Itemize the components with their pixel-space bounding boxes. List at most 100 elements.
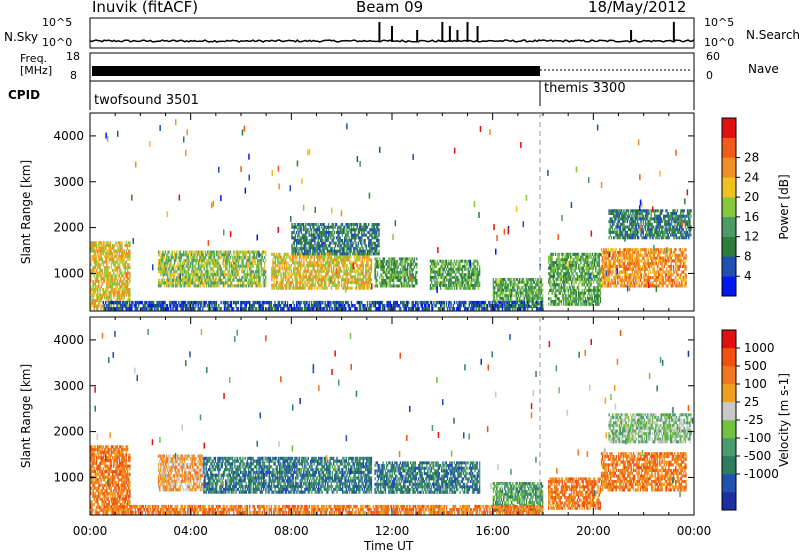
echo-cell	[513, 288, 515, 292]
echo-cell	[106, 285, 108, 289]
echo-cell	[96, 266, 99, 270]
echo-cell	[531, 297, 533, 300]
echo-cell	[107, 279, 109, 283]
echo-cell	[360, 281, 362, 285]
echo-cell	[121, 271, 123, 275]
echo-cell	[355, 283, 358, 287]
echo-cell	[627, 262, 629, 266]
echo-cell	[96, 271, 99, 275]
echo-cell	[628, 267, 630, 271]
echo-cell	[619, 264, 621, 268]
echo-cell	[399, 279, 402, 282]
echo-cell	[430, 262, 433, 266]
echo-cell	[603, 273, 605, 277]
echo-cell	[199, 278, 201, 282]
echo-cell	[90, 285, 92, 289]
echo-cell	[553, 294, 556, 298]
echo-cell	[180, 253, 183, 257]
echo-cell	[631, 214, 633, 218]
echo-cell	[278, 272, 280, 276]
echo-cell	[98, 263, 100, 267]
echo-cell	[677, 284, 679, 288]
echo-cell	[102, 244, 105, 248]
echo-cell	[554, 252, 557, 256]
echo-cell	[124, 274, 126, 278]
echo-cell	[92, 249, 94, 253]
echo-cell	[351, 281, 353, 285]
echo-cell	[353, 269, 355, 273]
echo-cell	[238, 284, 241, 288]
echo-cell	[568, 263, 571, 267]
echo-cell	[298, 272, 301, 276]
echo-cell	[610, 259, 612, 263]
echo-cell	[276, 281, 279, 285]
echo-cell	[464, 265, 466, 269]
echo-cell	[173, 264, 176, 268]
echo-cell	[96, 296, 99, 300]
echo-cell	[118, 274, 121, 278]
echo-cell	[398, 262, 401, 266]
echo-cell	[107, 255, 109, 259]
echo-cell	[225, 267, 227, 271]
echo-cell	[305, 264, 307, 268]
echo-cell	[336, 261, 338, 265]
echo-cell	[217, 270, 219, 274]
echo-cell	[624, 212, 626, 215]
echo-cell	[460, 259, 462, 263]
echo-cell	[606, 251, 608, 255]
echo-cell	[304, 281, 306, 285]
echo-cell	[460, 278, 462, 282]
echo-cell	[95, 307, 98, 311]
echo-cell	[498, 288, 500, 292]
echo-cell	[122, 249, 124, 253]
echo-cell	[354, 269, 357, 273]
echo-cell	[211, 250, 213, 254]
echo-cell	[195, 259, 197, 263]
echo-cell	[243, 281, 245, 285]
echo-cell	[118, 290, 121, 294]
echo-cell	[564, 263, 566, 267]
echo-cell	[569, 252, 572, 256]
echo-cell	[642, 236, 644, 240]
echo-cell	[440, 265, 442, 269]
echo-cell	[387, 281, 389, 285]
echo-cell	[238, 267, 241, 271]
echo-cell	[391, 279, 394, 282]
echo-cell	[220, 278, 222, 282]
echo-cell	[126, 299, 129, 303]
echo-cell	[336, 272, 338, 276]
echo-cell	[291, 278, 294, 282]
echo-cell	[565, 263, 567, 267]
echo-cell	[300, 266, 303, 270]
echo-cell	[192, 278, 194, 282]
echo-cell	[460, 286, 462, 290]
echo-cell	[474, 270, 476, 274]
echo-cell	[473, 270, 475, 274]
echo-cell	[225, 253, 227, 257]
echo-cell	[114, 290, 116, 294]
echo-cell	[569, 277, 572, 281]
echo-cell	[315, 261, 318, 265]
echo-cell	[337, 272, 339, 276]
echo-cell	[659, 273, 661, 277]
echo-cell	[513, 280, 515, 284]
echo-cell	[492, 283, 495, 287]
echo-cell	[171, 278, 173, 282]
echo-cell	[432, 267, 434, 271]
echo-cell	[108, 274, 110, 278]
echo-cell	[169, 278, 171, 282]
echo-cell	[369, 281, 371, 285]
echo-cell	[615, 276, 618, 280]
echo-cell	[553, 272, 556, 276]
echo-cell	[210, 267, 212, 271]
echo-cell	[660, 262, 662, 266]
echo-cell	[571, 266, 573, 270]
echo-cell	[456, 259, 458, 263]
echo-cell	[615, 233, 617, 237]
echo-cell	[503, 288, 505, 292]
echo-cell	[193, 264, 195, 268]
echo-cell	[604, 281, 606, 285]
echo-cell	[110, 304, 113, 308]
echo-cell	[468, 286, 470, 290]
echo-cell	[106, 307, 108, 311]
